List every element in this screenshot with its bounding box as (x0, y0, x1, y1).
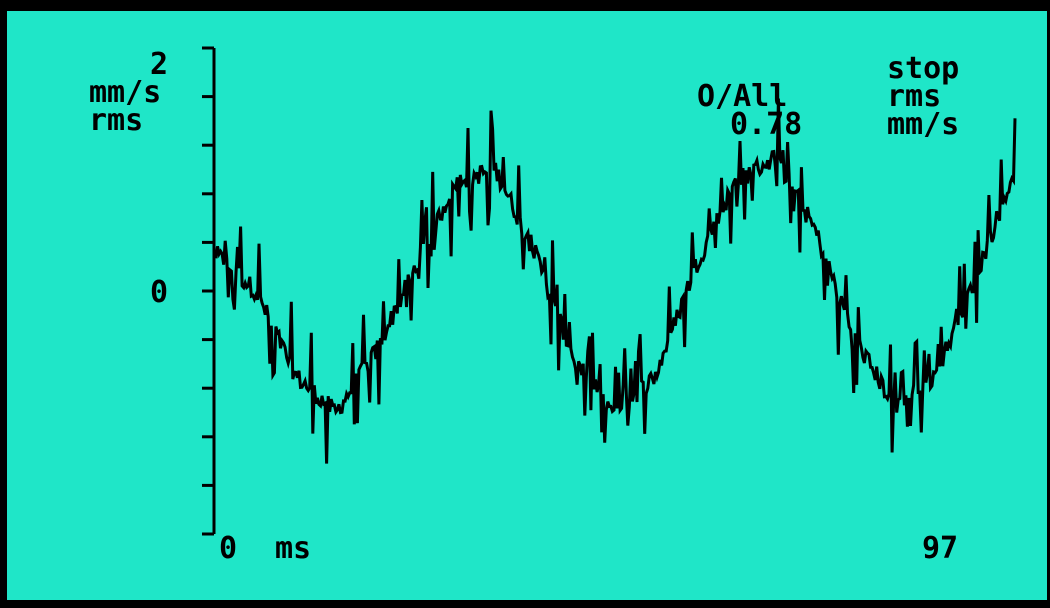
x-tick-zero: 0 (219, 531, 238, 566)
y-axis (202, 46, 216, 536)
y-unit-line1: mm/s (89, 75, 162, 110)
y-tick-max: 2 (150, 47, 169, 82)
status-text: stop (887, 51, 960, 86)
waveform-line (214, 98, 1017, 464)
y-unit-line2: rms (89, 103, 144, 138)
measure-type: rms (887, 79, 942, 114)
oscilloscope-screen: 2 mm/s rms 0 0 ms stop O/All rms 0.78 mm… (7, 11, 1047, 600)
waveform-plot (202, 46, 1017, 536)
measure-label: O/All (697, 79, 788, 114)
frame-counter: 97 (922, 531, 959, 566)
x-unit: ms (275, 531, 312, 566)
overall-value: 0.78 (730, 107, 803, 142)
overall-unit: mm/s (887, 107, 960, 142)
waveform-trace-group (214, 98, 1017, 464)
y-tick-zero: 0 (150, 275, 169, 310)
